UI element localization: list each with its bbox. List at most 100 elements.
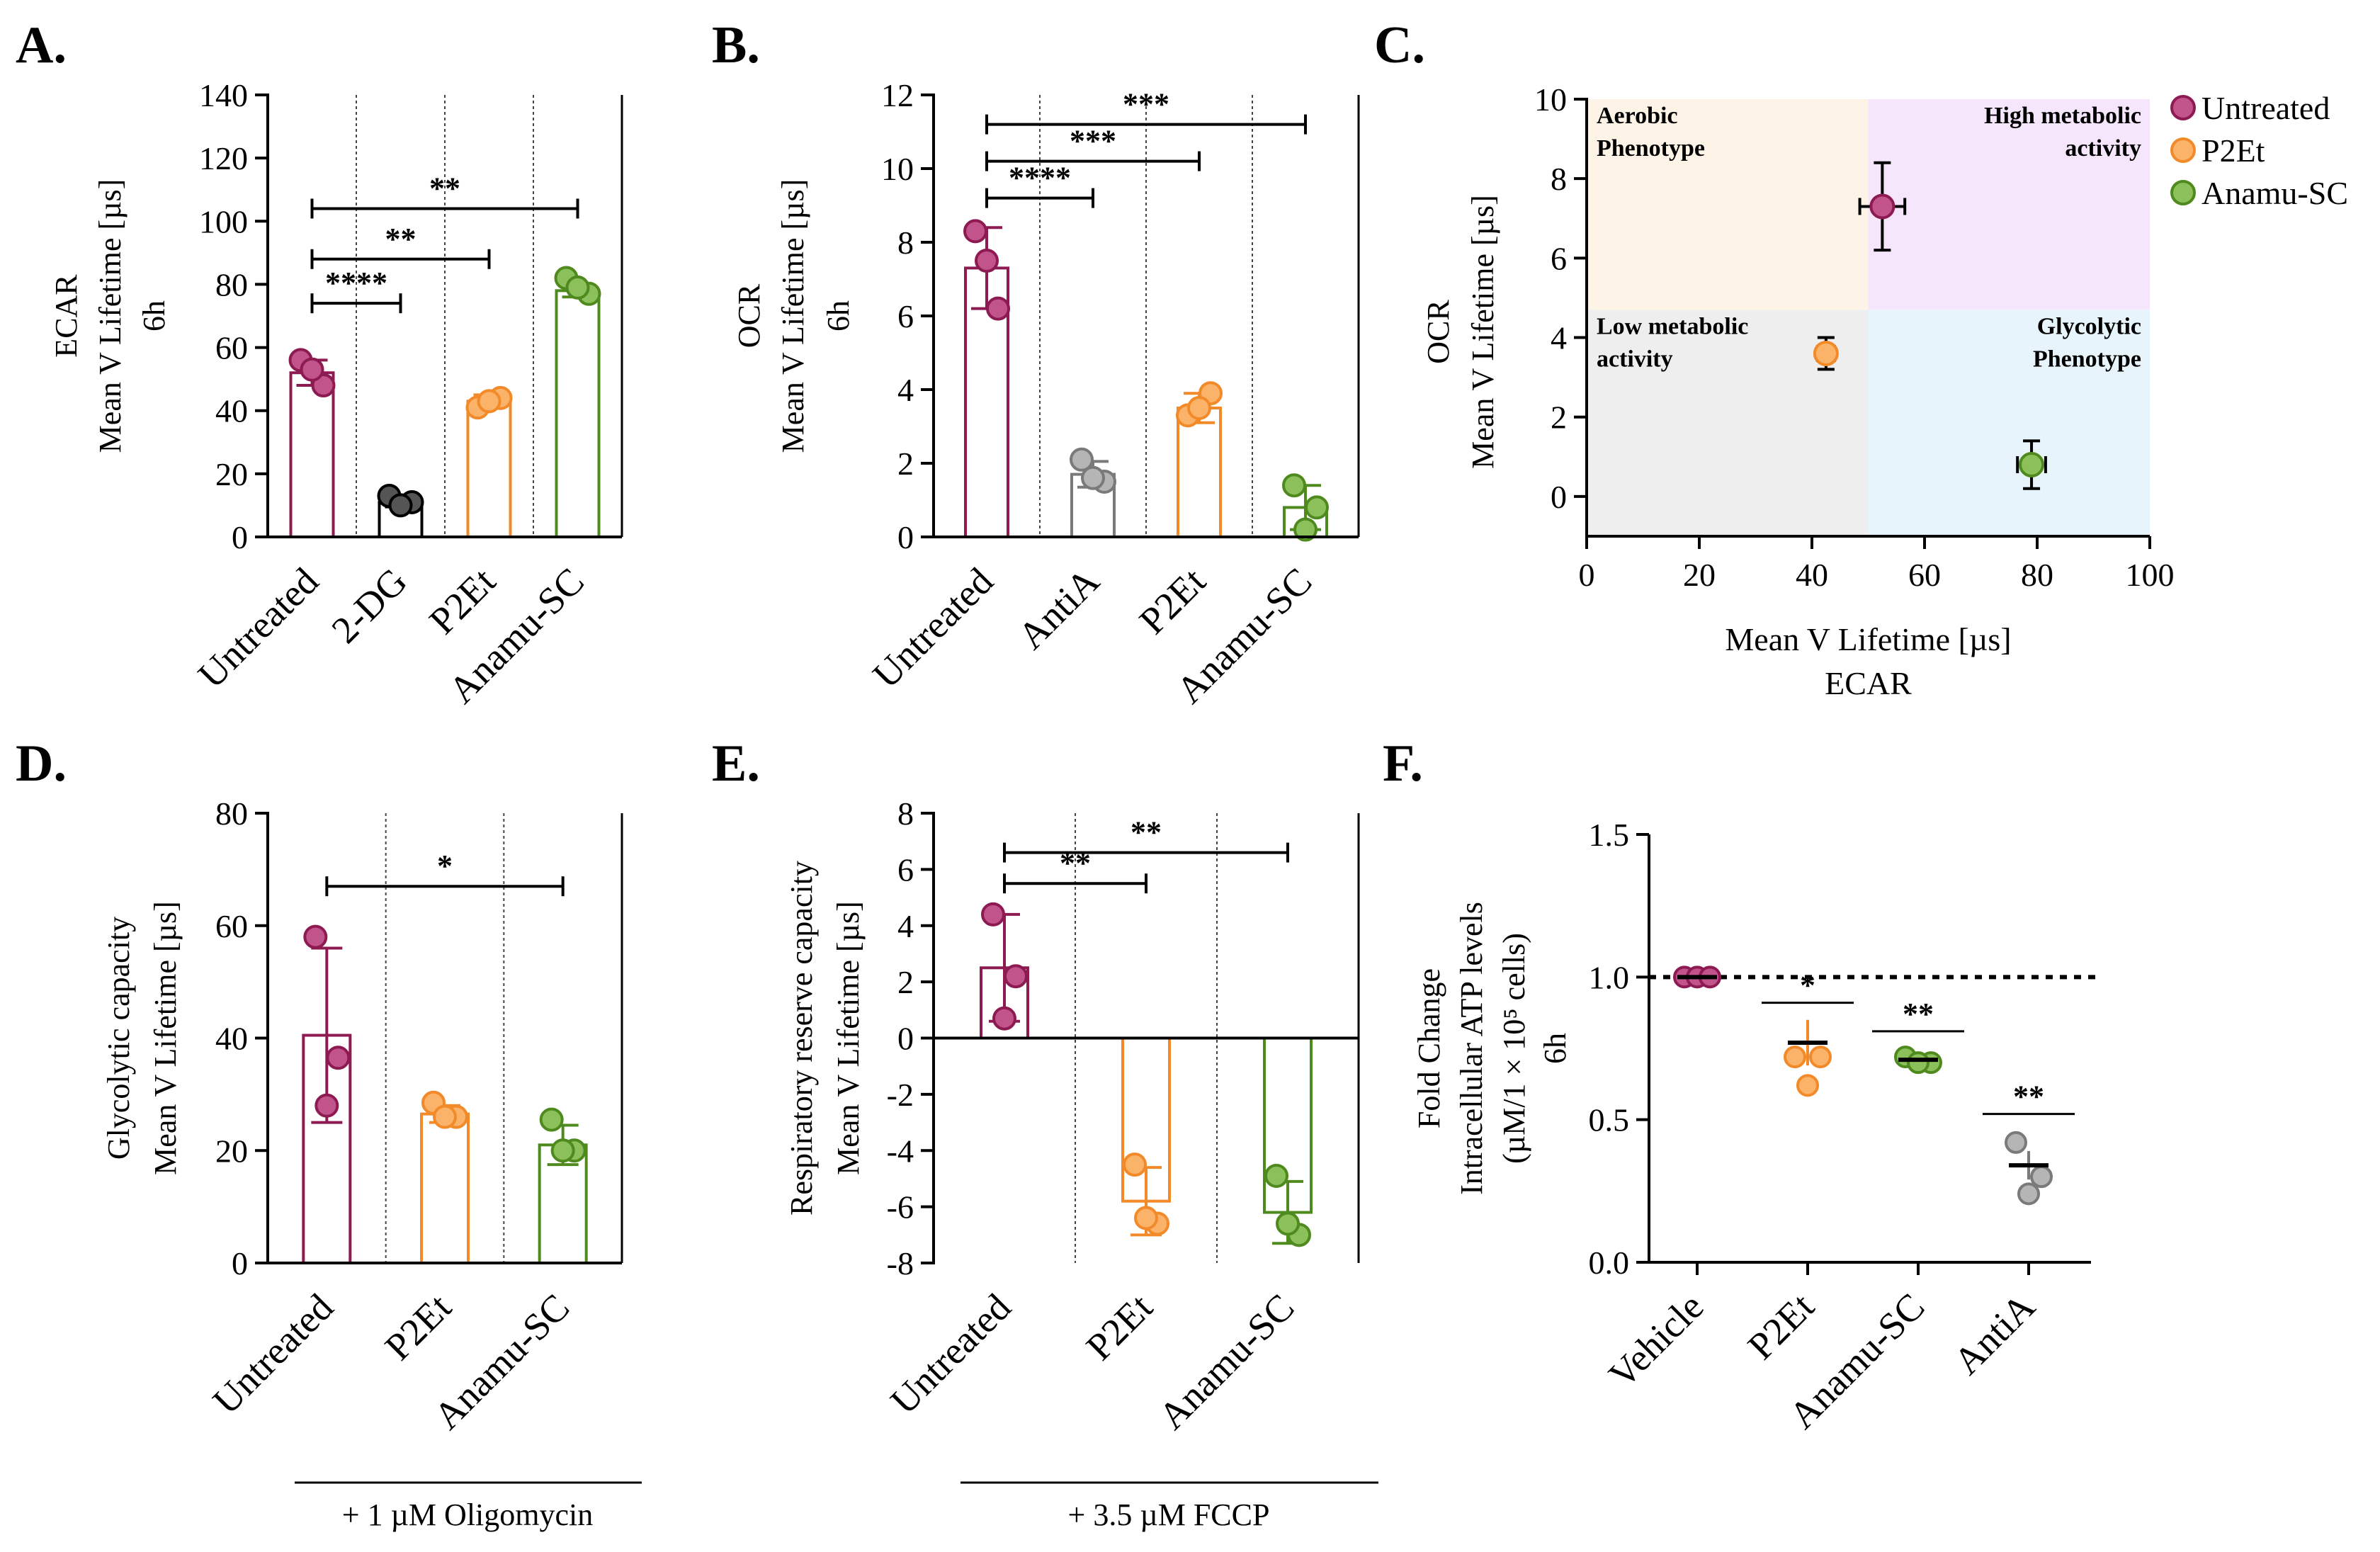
x-tick-label: Anamu-SC (1150, 1286, 1302, 1437)
significance-label: **** (325, 266, 387, 300)
y-tick-label: 6 (897, 298, 914, 334)
y-axis-label: Mean V Lifetime [µs] (776, 179, 810, 453)
data-point (1187, 396, 1211, 420)
y-tick-label: 0.5 (1589, 1102, 1630, 1138)
data-point (311, 373, 336, 398)
x-tick-label: Untreated (865, 560, 1002, 696)
footnote: + 1 µM Oligomycin (342, 1497, 594, 1532)
data-point (2017, 1182, 2040, 1206)
y-tick-label: -6 (887, 1189, 914, 1225)
y-tick-label: 80 (215, 266, 248, 302)
quadrant-label: Phenotype (1597, 135, 1705, 162)
significance-label: *** (1123, 87, 1169, 122)
y-tick-label: 6 (1551, 240, 1567, 276)
bar (420, 1112, 470, 1264)
data-point (1813, 340, 1839, 366)
y-tick-label: 20 (215, 456, 248, 492)
x-tick-label: AntiA (1946, 1285, 2044, 1383)
significance-label: *** (1070, 124, 1116, 159)
y-tick-label: 4 (1551, 320, 1567, 356)
significance-label: * (437, 849, 453, 883)
y-tick-label: 12 (881, 77, 914, 113)
significance-label: ** (2013, 1080, 2044, 1114)
data-point (992, 1006, 1016, 1031)
x-tick-label: AntiA (1010, 560, 1108, 657)
y-tick-label: 2 (1551, 400, 1567, 436)
y-tick-label: 0 (232, 1245, 248, 1281)
data-point (2019, 452, 2045, 478)
panel-label: B. (712, 16, 760, 74)
quadrant-label: activity (1597, 346, 1673, 372)
y-tick-label: -4 (887, 1133, 914, 1169)
y-tick-label: 0 (897, 1021, 914, 1057)
data-point (303, 924, 328, 949)
significance-label: ** (385, 222, 416, 256)
x-tick-label: 60 (1908, 557, 1941, 593)
y-tick-label: 1.0 (1589, 959, 1630, 995)
data-point (1276, 1211, 1300, 1236)
y-tick-label: 40 (215, 1021, 248, 1057)
bar (466, 400, 512, 538)
legend-entry: P2Et (2202, 132, 2265, 169)
x-tick-label: 40 (1796, 557, 1828, 593)
y-tick-label: 4 (897, 908, 914, 944)
x-tick-label: Untreated (205, 1286, 341, 1422)
data-point (986, 296, 1010, 321)
data-point (1784, 1046, 1806, 1069)
bar (289, 371, 335, 538)
significance-label: ** (1903, 997, 1934, 1031)
x-tick-label: P2Et (1131, 560, 1214, 642)
data-point (326, 1046, 351, 1070)
y-tick-label: 8 (897, 795, 914, 832)
quadrant-label: Phenotype (2033, 346, 2141, 372)
data-point (388, 493, 413, 518)
data-point (1869, 193, 1896, 220)
y-axis-label: Mean V Lifetime [µs] (831, 901, 866, 1175)
x-axis-label: Mean V Lifetime [µs] (1725, 621, 2011, 657)
y-tick-label: 0.0 (1589, 1245, 1630, 1281)
y-tick-label: 80 (215, 795, 248, 832)
data-point (1305, 495, 1329, 520)
y-tick-label: 60 (215, 908, 248, 944)
panel-E: E. Respiratory reserve capacity Mean V Lif… (712, 735, 1378, 1532)
panel-C: C. Aerobic Phenotype High metabolic activity… (1374, 16, 2348, 701)
data-point (300, 357, 324, 382)
panel-F: F. Fold Change Intracellular ATP levels (µM… (1383, 735, 2098, 1437)
y-axis-label: OCR (1421, 300, 1456, 364)
y-axis-label: (µM/1 × 10⁵ cells) (1497, 933, 1531, 1164)
data-point (477, 389, 502, 414)
data-point (433, 1104, 457, 1129)
x-tick-label: 100 (2126, 557, 2175, 593)
x-tick-label: 0 (1579, 557, 1595, 593)
y-tick-label: 100 (199, 203, 248, 239)
y-tick-label: 10 (881, 151, 914, 187)
data-point (1070, 447, 1094, 472)
y-axis-label: OCR (732, 283, 766, 348)
y-tick-label: 6 (897, 851, 914, 888)
y-axis-label: 6h (137, 300, 171, 332)
footnote: + 3.5 µM FCCP (1068, 1497, 1270, 1532)
y-tick-label: 0 (897, 519, 914, 555)
y-tick-label: 120 (199, 140, 248, 176)
quadrant-label: Glycolytic (2037, 313, 2141, 339)
legend-marker (2170, 180, 2196, 205)
y-tick-label: 40 (215, 393, 248, 429)
data-point (963, 219, 987, 244)
data-point (1004, 964, 1028, 989)
data-point (1796, 1074, 1819, 1097)
y-axis-label: 6h (1538, 1033, 1572, 1064)
significance-label: **** (1009, 161, 1071, 196)
data-point (1081, 465, 1105, 490)
y-tick-label: 1.5 (1589, 817, 1630, 853)
data-point (1134, 1206, 1158, 1230)
bar (555, 289, 601, 538)
panel-A: A. ECAR Mean V Lifetime [µs] 6h 0 20 40 60 80 100… (16, 16, 623, 711)
data-point (1809, 1046, 1832, 1069)
panel-label: F. (1383, 735, 1423, 793)
x-tick-label: Untreated (883, 1286, 1019, 1422)
y-tick-label: 2 (897, 446, 914, 482)
y-tick-label: 0 (232, 519, 248, 555)
y-axis-label: Fold Change (1412, 968, 1446, 1128)
x-tick-label: P2Et (1740, 1285, 1823, 1368)
